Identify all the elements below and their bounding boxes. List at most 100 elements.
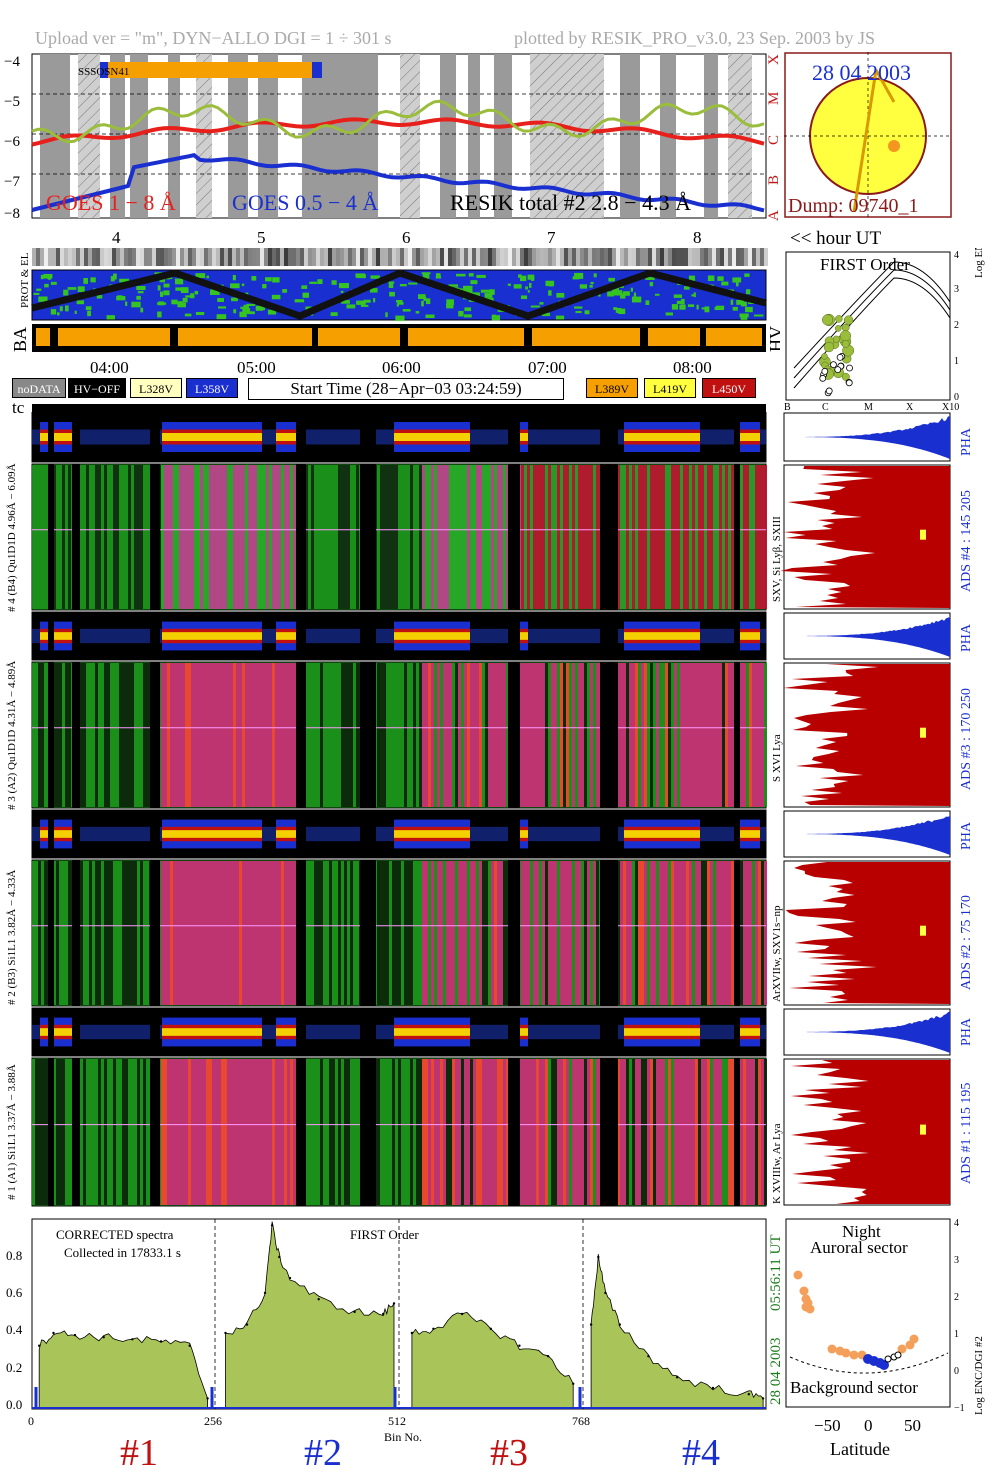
spectrum-point bbox=[159, 1340, 163, 1343]
lat-point-orange bbox=[805, 1304, 815, 1314]
det3-line-label: S XVI Lya bbox=[771, 734, 783, 782]
det2-ads: ADS #2 : 75 170 bbox=[959, 895, 974, 990]
night-band bbox=[130, 54, 148, 218]
spectrogram-main1 bbox=[31, 1057, 767, 1207]
spectrum-yaxis: 0.0 0.2 0.4 0.6 0.8 bbox=[6, 1248, 23, 1412]
spectrum-point bbox=[263, 1291, 267, 1295]
spectrum-series-ch1 bbox=[38, 1330, 209, 1410]
spectrum-point bbox=[52, 1331, 55, 1335]
header-right: plotted by RESIK_PRO_v3.0, 23 Sep. 2003 … bbox=[514, 28, 876, 48]
spectrum-series-ch4 bbox=[589, 1254, 765, 1410]
svg-text:−1: −1 bbox=[954, 1403, 965, 1414]
spectrum-area bbox=[411, 1311, 574, 1410]
channel-3-label: #3 bbox=[490, 1432, 528, 1474]
legend-l419: L419V bbox=[644, 378, 696, 398]
legend-l328: L328V bbox=[130, 378, 182, 398]
svg-text:M: M bbox=[864, 402, 873, 413]
lat-point-orange bbox=[827, 1344, 837, 1354]
ads-histogram bbox=[783, 662, 951, 808]
hv-label: HV bbox=[766, 326, 780, 352]
sun-disk-panel: 28 04 2003 Dump: 09740_1 bbox=[784, 52, 952, 218]
svg-text:4: 4 bbox=[954, 1218, 959, 1229]
lat-point-orange bbox=[841, 1348, 851, 1358]
spectrum-date: 28 04 2003 bbox=[768, 1338, 784, 1406]
lat-point-orange bbox=[793, 1270, 803, 1280]
legend-start-time: Start Time (28−Apr−03 03:24:59) bbox=[248, 378, 564, 400]
svg-text:4: 4 bbox=[112, 228, 121, 247]
det2-label: # 2 (B3) Si1L1 3.82Å − 4.33Å bbox=[6, 869, 18, 1005]
spectrum-point bbox=[432, 1327, 435, 1330]
spectrum-point bbox=[131, 1338, 134, 1341]
tc-label: tc bbox=[12, 398, 25, 417]
auroral-sector-label: Auroral sector bbox=[810, 1238, 908, 1257]
svg-text:0: 0 bbox=[28, 1414, 34, 1428]
svg-text:X10: X10 bbox=[942, 402, 959, 413]
spectrum-area bbox=[590, 1254, 764, 1410]
det1-pha: PHA bbox=[959, 1017, 974, 1046]
ads-histogram bbox=[780, 464, 951, 610]
spectrum-point bbox=[747, 1393, 750, 1396]
channel-4-label: #4 bbox=[682, 1432, 720, 1474]
first-order-ylabel: Log ENC/DGI #3 bbox=[973, 248, 985, 278]
svg-text:5: 5 bbox=[257, 228, 266, 247]
collected-time-label: Collected in 17833.1 s bbox=[64, 1245, 181, 1260]
legend-l450: L450V bbox=[702, 378, 756, 398]
svg-text:1: 1 bbox=[954, 1329, 959, 1340]
det4-ads: ADS #4 : 145 205 bbox=[959, 490, 974, 592]
spectrum-point bbox=[589, 1323, 593, 1326]
spectrum-point bbox=[206, 1397, 209, 1400]
svg-text:B: B bbox=[766, 175, 780, 185]
ba-label: BA bbox=[10, 327, 30, 352]
spectrum-point bbox=[270, 1224, 274, 1227]
pha-histogram bbox=[783, 412, 951, 462]
goes-long-label: GOES 1 − 8 Å bbox=[46, 190, 176, 215]
det1-line-label: K XVIIIw, Ar Lya bbox=[771, 1123, 783, 1204]
svg-text:8: 8 bbox=[693, 228, 702, 247]
sun-date: 28 04 2003 bbox=[812, 60, 911, 85]
svg-text:−6: −6 bbox=[4, 134, 20, 150]
goes-long-curve bbox=[31, 117, 765, 147]
channel-2-label: #2 bbox=[304, 1432, 342, 1474]
svg-text:−8: −8 bbox=[4, 206, 20, 222]
svg-text:−4: −4 bbox=[4, 54, 20, 70]
resik-total-curve bbox=[31, 99, 765, 144]
hour-ut-label: << hour UT bbox=[790, 228, 881, 249]
legend-l389: L389V bbox=[586, 378, 638, 398]
spectrum-time: 05:56:11 UT bbox=[768, 1234, 784, 1311]
particle-panels: PROT & EL BA HV bbox=[10, 248, 780, 352]
spectrum-point bbox=[317, 1298, 320, 1301]
saa-label: SSSOSN41 bbox=[78, 66, 129, 78]
spectrum-point bbox=[597, 1255, 600, 1259]
spectrum-panel: 0.0 0.2 0.4 0.6 0.8 0 256 512 768 Bin No… bbox=[6, 1218, 784, 1474]
svg-text:07:00: 07:00 bbox=[528, 358, 567, 377]
svg-text:C: C bbox=[822, 402, 829, 413]
spectrum-xaxis: 0 256 512 768 Bin No. bbox=[28, 1414, 590, 1444]
svg-text:1: 1 bbox=[954, 356, 959, 367]
night-band bbox=[440, 54, 456, 218]
orbit-track bbox=[31, 269, 767, 320]
goes-short-curve bbox=[31, 153, 765, 213]
first-order-panel: FIRST Order Log ENC/DGI #3 0 1 2 3 4 B C… bbox=[784, 248, 985, 413]
ads-histogram bbox=[783, 860, 951, 1006]
ads-histogram bbox=[783, 1058, 951, 1206]
svg-text:768: 768 bbox=[572, 1414, 590, 1428]
night-band bbox=[494, 54, 512, 218]
spectrum-point bbox=[618, 1323, 621, 1326]
spectrum-point bbox=[224, 1331, 227, 1335]
spectrum-series-ch2 bbox=[224, 1221, 396, 1410]
svg-text:256: 256 bbox=[204, 1414, 222, 1428]
svg-text:7: 7 bbox=[547, 228, 556, 247]
tc-strip bbox=[32, 404, 766, 412]
pha-ads-panels: SXV, Si Lyβ, SXIII S XVI Lya ArXVIIw, SX… bbox=[771, 412, 974, 1206]
svg-text:C: C bbox=[766, 135, 780, 145]
svg-text:0.2: 0.2 bbox=[6, 1360, 22, 1375]
pha-histogram bbox=[783, 810, 951, 858]
spectrum-point bbox=[572, 1382, 575, 1385]
svg-text:0.0: 0.0 bbox=[6, 1397, 22, 1412]
resik-total-label: RESIK total #2 2.8 − 4.3 Å bbox=[450, 190, 691, 215]
night-band bbox=[196, 54, 212, 218]
det1-ads: ADS #1 : 115 195 bbox=[959, 1083, 974, 1184]
svg-text:0.8: 0.8 bbox=[6, 1248, 22, 1263]
hour-axis: 4 5 6 7 8 << hour UT bbox=[112, 228, 881, 249]
spectrum-point bbox=[102, 1336, 105, 1339]
